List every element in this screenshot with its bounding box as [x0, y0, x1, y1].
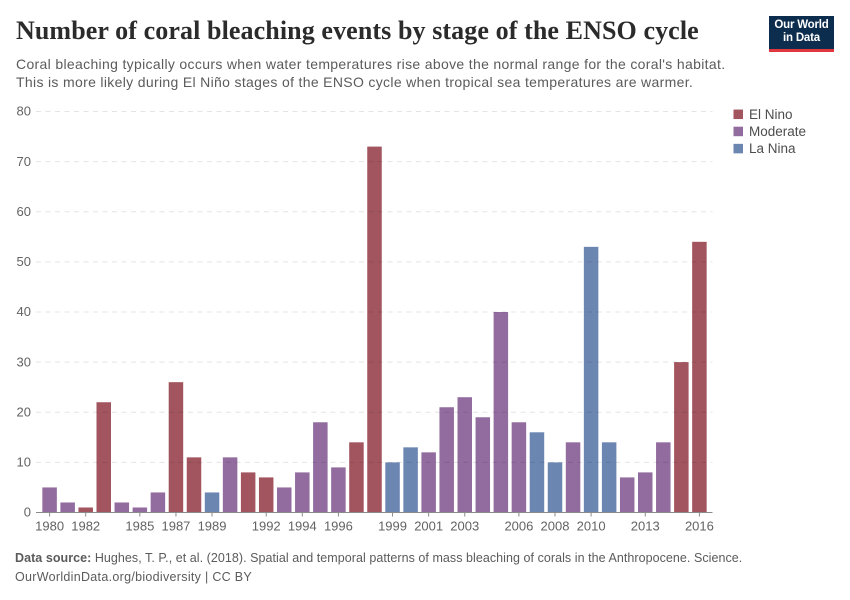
svg-text:El Nino: El Nino [749, 107, 793, 122]
svg-text:Moderate: Moderate [749, 124, 806, 139]
svg-text:1996: 1996 [324, 519, 353, 534]
svg-text:0: 0 [24, 505, 31, 520]
svg-text:1980: 1980 [35, 519, 64, 534]
svg-text:20: 20 [17, 404, 31, 419]
svg-text:70: 70 [17, 154, 31, 169]
svg-text:80: 80 [17, 104, 31, 119]
svg-text:1987: 1987 [161, 519, 190, 534]
svg-text:1992: 1992 [252, 519, 281, 534]
svg-text:2008: 2008 [541, 519, 570, 534]
svg-text:2001: 2001 [414, 519, 443, 534]
svg-text:60: 60 [17, 204, 31, 219]
svg-text:10: 10 [17, 455, 31, 470]
svg-text:50: 50 [17, 254, 31, 269]
svg-text:1989: 1989 [198, 519, 227, 534]
svg-text:La Nina: La Nina [749, 141, 796, 156]
svg-text:30: 30 [17, 354, 31, 369]
svg-text:2006: 2006 [504, 519, 533, 534]
svg-text:2003: 2003 [450, 519, 479, 534]
svg-text:2013: 2013 [631, 519, 660, 534]
svg-text:40: 40 [17, 304, 31, 319]
svg-text:1982: 1982 [71, 519, 100, 534]
svg-text:1999: 1999 [378, 519, 407, 534]
svg-text:2016: 2016 [685, 519, 714, 534]
svg-text:2010: 2010 [577, 519, 606, 534]
svg-text:1985: 1985 [125, 519, 154, 534]
svg-text:1994: 1994 [288, 519, 317, 534]
